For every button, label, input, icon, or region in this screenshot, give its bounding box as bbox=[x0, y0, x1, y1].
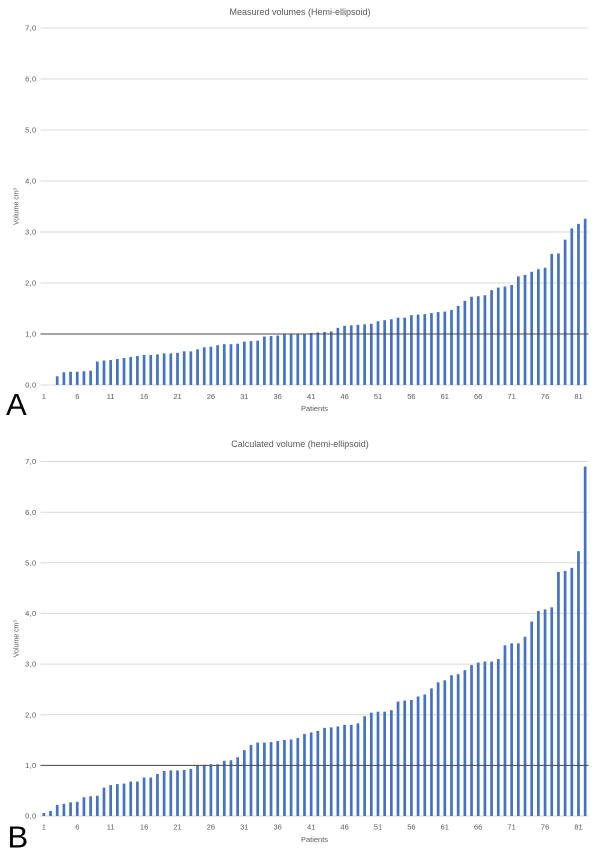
svg-text:21: 21 bbox=[173, 392, 181, 401]
svg-text:76: 76 bbox=[541, 392, 549, 401]
svg-text:26: 26 bbox=[207, 823, 215, 832]
svg-text:26: 26 bbox=[207, 392, 215, 401]
svg-text:1,0: 1,0 bbox=[25, 761, 36, 770]
svg-text:6: 6 bbox=[75, 392, 79, 401]
svg-text:6,0: 6,0 bbox=[25, 508, 36, 517]
svg-text:B: B bbox=[8, 820, 29, 855]
svg-text:Patients: Patients bbox=[301, 404, 328, 413]
svg-text:0,0: 0,0 bbox=[25, 381, 36, 390]
svg-text:2,0: 2,0 bbox=[25, 279, 36, 288]
svg-text:61: 61 bbox=[441, 823, 449, 832]
svg-text:31: 31 bbox=[240, 823, 248, 832]
svg-text:76: 76 bbox=[541, 823, 549, 832]
svg-text:3,0: 3,0 bbox=[25, 228, 36, 237]
svg-text:7,0: 7,0 bbox=[25, 457, 36, 466]
svg-text:36: 36 bbox=[274, 823, 282, 832]
svg-text:Volume cm³: Volume cm³ bbox=[14, 620, 21, 658]
svg-text:61: 61 bbox=[441, 392, 449, 401]
svg-text:A: A bbox=[6, 387, 27, 422]
svg-text:81: 81 bbox=[574, 823, 582, 832]
svg-text:71: 71 bbox=[507, 823, 515, 832]
svg-text:16: 16 bbox=[140, 823, 148, 832]
svg-text:5,0: 5,0 bbox=[25, 126, 36, 135]
svg-text:5,0: 5,0 bbox=[25, 558, 36, 567]
svg-text:4,0: 4,0 bbox=[25, 177, 36, 186]
svg-text:46: 46 bbox=[340, 392, 348, 401]
svg-text:Patients: Patients bbox=[301, 835, 328, 844]
svg-text:71: 71 bbox=[507, 392, 515, 401]
svg-text:1: 1 bbox=[42, 823, 46, 832]
svg-text:1: 1 bbox=[42, 392, 46, 401]
svg-text:0,0: 0,0 bbox=[25, 812, 36, 821]
svg-text:41: 41 bbox=[307, 823, 315, 832]
svg-text:31: 31 bbox=[240, 392, 248, 401]
svg-text:66: 66 bbox=[474, 392, 482, 401]
svg-text:36: 36 bbox=[274, 392, 282, 401]
svg-text:7,0: 7,0 bbox=[25, 24, 36, 33]
svg-text:4,0: 4,0 bbox=[25, 609, 36, 618]
svg-text:Measured volumes (Hemi-ellipso: Measured volumes (Hemi-ellipsoid) bbox=[229, 7, 370, 17]
svg-text:46: 46 bbox=[340, 823, 348, 832]
svg-text:Calculated volume (hemi-ellips: Calculated volume (hemi-ellipsoid) bbox=[231, 439, 369, 449]
svg-text:6,0: 6,0 bbox=[25, 75, 36, 84]
svg-text:56: 56 bbox=[407, 392, 415, 401]
svg-text:3,0: 3,0 bbox=[25, 660, 36, 669]
svg-text:Volume cm³: Volume cm³ bbox=[14, 187, 21, 225]
svg-text:81: 81 bbox=[574, 392, 582, 401]
svg-text:16: 16 bbox=[140, 392, 148, 401]
svg-text:51: 51 bbox=[374, 392, 382, 401]
svg-text:11: 11 bbox=[107, 392, 115, 401]
svg-text:56: 56 bbox=[407, 823, 415, 832]
svg-text:66: 66 bbox=[474, 823, 482, 832]
svg-text:21: 21 bbox=[173, 823, 181, 832]
svg-text:6: 6 bbox=[75, 823, 79, 832]
svg-text:41: 41 bbox=[307, 392, 315, 401]
svg-text:51: 51 bbox=[374, 823, 382, 832]
svg-text:2,0: 2,0 bbox=[25, 710, 36, 719]
svg-text:11: 11 bbox=[107, 823, 115, 832]
svg-text:1,0: 1,0 bbox=[25, 330, 36, 339]
